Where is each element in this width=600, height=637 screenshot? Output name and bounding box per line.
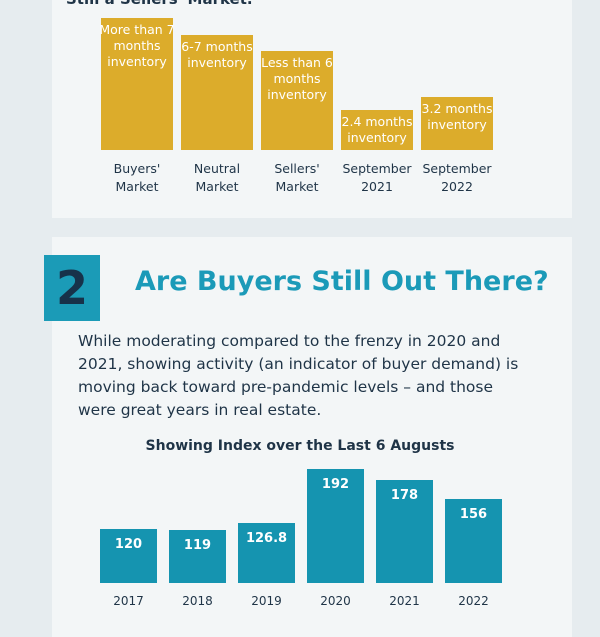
- data-label: 178: [390, 488, 419, 504]
- x-tick-label: September 2021: [342, 161, 412, 194]
- x-tick-label: September 2022: [422, 161, 492, 194]
- bar: [421, 97, 493, 150]
- bar: [341, 110, 413, 150]
- x-tick-label: 2018: [182, 594, 213, 608]
- data-label: 2.4 months inventory: [341, 114, 413, 146]
- data-label: 192: [321, 476, 350, 492]
- bar: [307, 468, 364, 583]
- page: Still a Sellers' Market. 2 Are Buyers St…: [44, 0, 572, 637]
- bar: [181, 34, 253, 150]
- bar: [238, 523, 295, 583]
- data-label: Less than 6 months inventory: [261, 55, 333, 103]
- x-tick-label: 2022: [458, 594, 489, 608]
- data-label: 126.8: [245, 531, 288, 547]
- x-tick-label: 2021: [389, 594, 420, 608]
- section-title: Are Buyers Still Out There?: [135, 266, 549, 297]
- x-tick-label: 2020: [320, 594, 351, 608]
- data-label: 6-7 months inventory: [181, 38, 253, 70]
- data-label: More than 7 months inventory: [99, 22, 175, 70]
- chart-title: Showing Index over the Last 6 Augusts: [145, 438, 455, 454]
- bar: [261, 51, 333, 150]
- x-tick-label: 2019: [251, 594, 282, 608]
- bar: [169, 529, 226, 583]
- section-number: 2: [44, 255, 100, 321]
- x-tick-label: Buyers' Market: [113, 161, 161, 194]
- bar: [445, 498, 502, 583]
- x-tick-label: Sellers' Market: [274, 161, 320, 194]
- bar: [376, 480, 433, 583]
- data-label: 3.2 months inventory: [421, 101, 493, 133]
- chart-title: Still a Sellers' Market.: [66, 0, 253, 8]
- x-tick-label: 2017: [113, 594, 144, 608]
- bar: [101, 18, 173, 150]
- bar: [100, 528, 157, 583]
- data-label: 156: [459, 506, 488, 522]
- x-tick-label: Neutral Market: [193, 161, 241, 194]
- data-label: 119: [183, 537, 212, 553]
- data-label: 120: [114, 536, 143, 552]
- section-body: While moderating compared to the frenzy …: [78, 332, 519, 419]
